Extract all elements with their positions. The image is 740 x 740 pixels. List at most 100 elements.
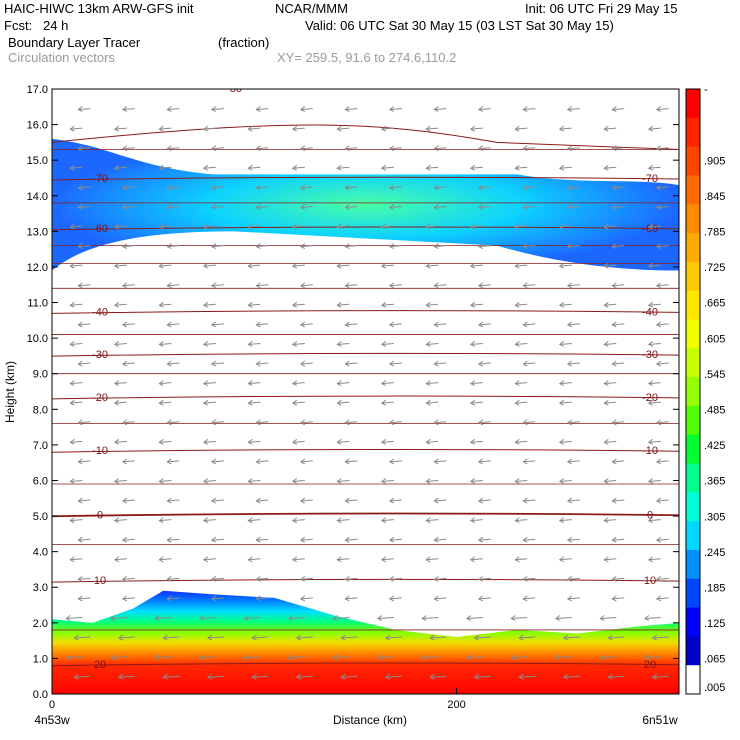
vector-head — [388, 458, 395, 465]
vector-head — [655, 595, 662, 602]
colorbar-swatch — [686, 348, 700, 378]
wind-vector — [563, 636, 580, 639]
y-tick-label: 8.0 — [33, 404, 48, 416]
wind-vector — [292, 166, 305, 169]
wind-vector — [523, 245, 536, 248]
vector-head — [295, 634, 302, 641]
vector-head — [158, 223, 164, 230]
vector-head — [166, 282, 172, 289]
wind-vector — [426, 401, 439, 404]
vector-head — [166, 536, 172, 543]
contour-label: -70 — [642, 173, 658, 185]
wind-vector — [470, 264, 483, 267]
vector-head — [388, 360, 395, 367]
vector-head — [202, 341, 209, 347]
vector-head — [210, 243, 217, 250]
vector-head — [522, 595, 528, 602]
wind-vector — [381, 225, 394, 228]
wind-vector — [167, 499, 180, 502]
wind-vector — [337, 303, 350, 306]
contour-label: -80 — [226, 83, 242, 95]
vector-head — [247, 517, 253, 524]
y-tick-label: 2.0 — [33, 618, 48, 630]
vector-head — [380, 164, 387, 171]
colorbar-swatch — [686, 607, 700, 637]
vector-head — [603, 262, 609, 269]
wind-vector — [211, 108, 224, 111]
wind-vector — [207, 675, 224, 678]
wind-vector — [648, 264, 661, 267]
wind-vector — [70, 479, 83, 482]
wind-vector — [199, 616, 216, 619]
vector-head — [291, 341, 298, 347]
wind-vector — [256, 538, 269, 541]
vector-head — [158, 517, 164, 524]
vector-head — [166, 106, 172, 113]
vector-head — [522, 575, 528, 582]
vector-head — [433, 321, 439, 328]
contour-label: 10 — [644, 575, 656, 587]
wind-vector — [422, 616, 439, 619]
vector-head — [522, 458, 528, 465]
vector-head — [291, 438, 298, 445]
vector-head — [611, 145, 617, 152]
wind-vector — [167, 147, 180, 150]
vector-head — [291, 478, 298, 484]
vector-head — [611, 243, 617, 250]
vector-head — [121, 419, 128, 426]
wind-vector — [256, 245, 269, 248]
wind-vector — [292, 127, 305, 130]
init-time: Init: 06 UTC Fri 29 May 15 — [525, 1, 678, 16]
wind-vector — [434, 186, 447, 189]
wind-vector — [203, 225, 216, 228]
vector-head — [647, 478, 654, 484]
vector-head — [255, 575, 261, 582]
vector-head — [299, 106, 306, 113]
wind-vector — [515, 401, 528, 404]
vector-head — [376, 654, 383, 661]
vector-head — [566, 145, 573, 152]
vector-head — [558, 262, 565, 269]
wind-vector — [559, 342, 572, 345]
vector-head — [247, 556, 253, 563]
vector-head — [210, 145, 217, 152]
contour-label: -60 — [92, 223, 108, 235]
vector-head — [647, 262, 654, 269]
vector-head — [255, 184, 261, 191]
wind-vector — [122, 460, 135, 463]
y-tick-label: 16.0 — [27, 120, 48, 132]
vector-head — [77, 497, 83, 504]
colorbar-label: .845 — [704, 191, 725, 203]
vector-head — [603, 380, 609, 387]
vector-head — [69, 380, 75, 387]
wind-vector — [337, 342, 350, 345]
wind-vector — [122, 284, 135, 287]
wind-vector — [612, 538, 625, 541]
wind-vector — [203, 342, 216, 345]
wind-vector — [523, 147, 536, 150]
vector-head — [514, 164, 520, 171]
colorbar-frame — [685, 88, 701, 695]
vector-head — [344, 536, 350, 543]
vector-head — [469, 438, 476, 445]
colorbar: - .905 .845 .785 .725 .665 .605 .545 .485 .425 .36… — [685, 84, 725, 695]
wind-vector — [515, 166, 528, 169]
wind-vector — [78, 284, 91, 287]
forecast-hour: Fcst: 24 h — [4, 18, 69, 33]
colorbar-label: - — [704, 84, 708, 96]
wind-vector — [211, 205, 224, 208]
wind-vector — [478, 499, 491, 502]
wind-vector — [122, 538, 135, 541]
wind-vector — [300, 205, 313, 208]
wind-vector — [248, 303, 261, 306]
wind-vector — [248, 166, 261, 169]
wind-vector — [292, 440, 305, 443]
wind-vector — [159, 519, 172, 522]
vector-head — [558, 399, 565, 406]
wind-vector — [248, 401, 261, 404]
wind-vector — [345, 499, 358, 502]
wind-vector — [430, 675, 447, 678]
wind-vector — [256, 421, 269, 424]
vector-head — [77, 575, 83, 582]
wind-vector — [292, 479, 305, 482]
